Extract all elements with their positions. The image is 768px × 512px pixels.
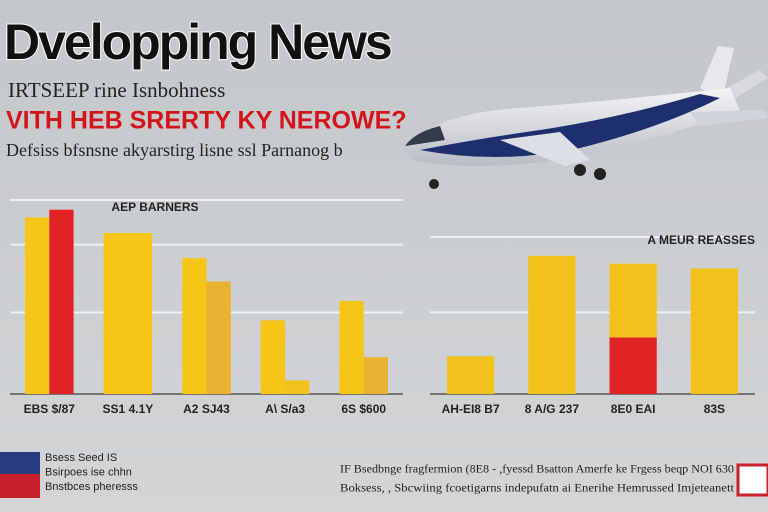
logo-icon (736, 463, 768, 497)
footer-left-text: Bnstbces pheresss (45, 481, 138, 493)
chart-title: A MEUR REASSES (647, 233, 755, 247)
bar (609, 263, 657, 338)
x-tick-label: 8 A/G 237 (525, 402, 580, 416)
x-tick-label: 8E0 EAI (611, 402, 656, 416)
dek: Defsiss bfsnsne akyarstirg lisne ssl Par… (6, 140, 343, 160)
headline: VITH HEB SRERTY KY NEROWE? (6, 107, 407, 135)
x-tick-label: 6S $600 (341, 402, 386, 416)
footer-right-text: Boksess, , Sbcwiing fcoetigarns indepufa… (340, 483, 735, 495)
x-tick-label: AH-EI8 B7 (442, 402, 500, 416)
bar (339, 300, 364, 394)
bar (206, 281, 231, 394)
bar (690, 268, 738, 394)
subtitle: IRTSEEP rine Isnbohness (8, 78, 225, 102)
flag-canton (0, 452, 40, 474)
x-tick-label: EBS $/87 (24, 402, 76, 416)
bar (49, 209, 74, 394)
bar (25, 217, 50, 394)
x-tick-label: A2 SJ43 (183, 402, 230, 416)
title: Dvelopping News (4, 14, 391, 70)
footer-left-text: Bsess Seed IS (45, 452, 117, 464)
bar (528, 255, 576, 394)
footer-left-text: Bsirpoes ise chhn (45, 466, 132, 478)
airplane (405, 46, 768, 189)
bar (447, 356, 495, 394)
bar (103, 232, 153, 394)
x-tick-label: 83S (704, 402, 725, 416)
bar (363, 357, 388, 394)
bar (609, 337, 657, 394)
chart-title: AEP BARNERS (111, 200, 198, 214)
x-tick-label: SS1 4.1Y (103, 402, 154, 416)
bar (260, 320, 286, 394)
x-tick-label: A\ S/a3 (265, 402, 305, 416)
bar (285, 380, 310, 394)
footer-right-text: IF Bsedbnge fragfermion (8E8 - ,fyessd B… (340, 464, 734, 476)
bar (182, 258, 207, 394)
